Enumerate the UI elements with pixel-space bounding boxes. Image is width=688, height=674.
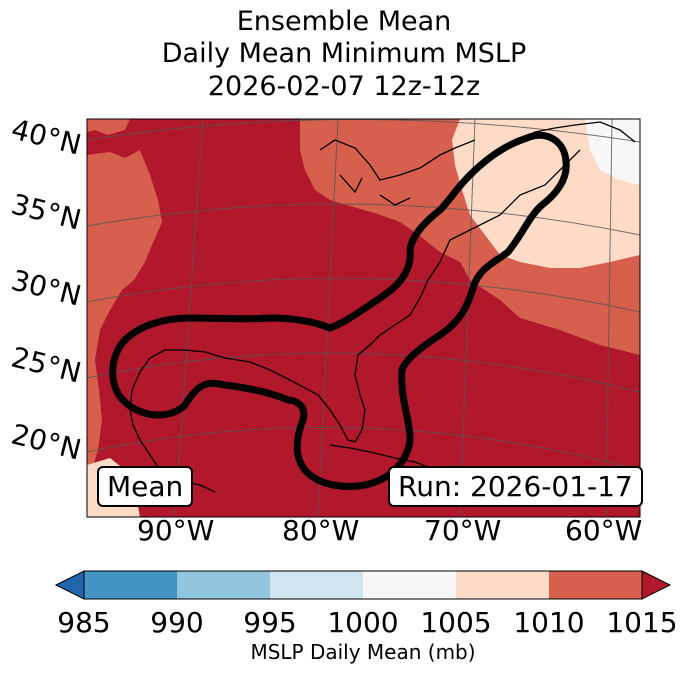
map-title-line-3: 2026-02-07 12z-12z [207,71,481,102]
colorbar-segment-995-1000 [270,571,363,599]
colorbar-tick-1015: 1015 [606,606,678,639]
mslp-contour [109,131,570,490]
colorbar-tick-1005: 1005 [420,606,492,639]
colorbar-segment-1010-1015 [549,571,642,599]
colorbar-segment-1005-1010 [456,571,549,599]
colorbar-tick-995: 995 [243,606,297,639]
pressure-field-1010-west [87,150,162,475]
colorbar-tick-985: 985 [57,606,111,639]
colorbar-tick-1010: 1010 [513,606,585,639]
parallel-35n [87,203,640,236]
meridian-80w [317,119,339,517]
pressure-field-1005-atlantic [452,119,640,268]
map-title-line-1: Ensemble Mean [236,6,452,37]
colorbar [54,570,672,600]
lon-label-60w: 60°W [565,514,643,547]
us-east-coast [304,149,581,443]
lon-label-80w: 80°W [282,514,360,547]
colorbar-segment-1000-1005 [363,571,456,599]
cuba-coast [329,444,431,469]
map-title-line-2: Daily Mean Minimum MSLP [161,38,527,69]
colorbar-label: MSLP Daily Mean (mb) [250,640,476,664]
colorbar-outline [83,570,643,600]
run-date-box: Run: 2026-01-17 [388,466,643,507]
colorbar-over-arrow [641,570,672,600]
colorbar-tick-990: 990 [150,606,204,639]
lon-label-70w: 70°W [424,514,502,547]
colorbar-under-arrow [54,570,85,600]
map-frame [86,118,641,518]
colorbar-tick-1000: 1000 [327,606,399,639]
colorbar-segment-985-990 [84,571,177,599]
lon-label-90w: 90°W [137,514,215,547]
meridian-60w [605,119,613,517]
meridian-70w [459,119,476,517]
colorbar-segment-990-995 [177,571,270,599]
parallel-30n [87,277,640,313]
great-lakes [319,139,476,206]
mean-label-box: Mean [97,466,194,507]
pressure-field-1010-nw-corner [87,119,130,135]
parallel-25n [87,352,640,393]
